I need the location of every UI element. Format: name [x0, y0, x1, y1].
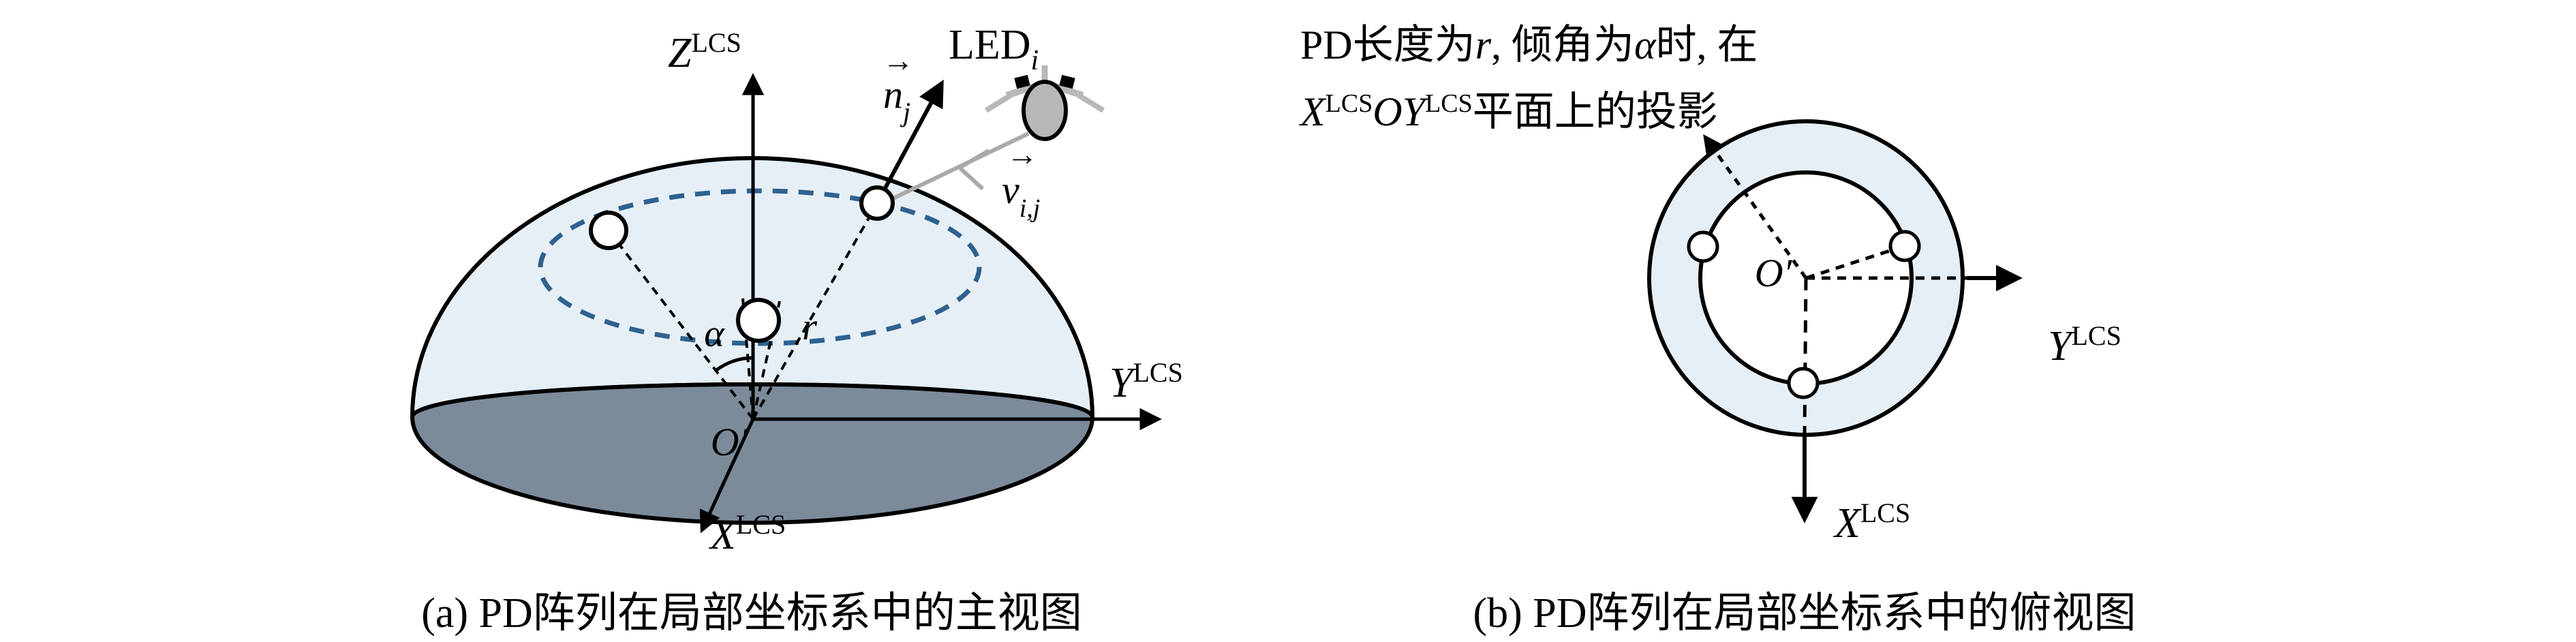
panel-a-front-view: ZLCS YLCS XLCS O′ α r LEDi → nj → vi,j (…: [410, 22, 1183, 637]
led-whisker-left: [984, 93, 1013, 113]
origin-label: O′: [711, 420, 749, 464]
incidence-vector-label: → vi,j: [1002, 137, 1040, 223]
normal-vector-symbol: nj: [883, 72, 910, 127]
pd-dot-left: [589, 211, 628, 250]
origin-top-label: O′: [1755, 251, 1793, 295]
alpha-angle-arc: [714, 356, 754, 372]
x-axis-top-label: XLCS: [1833, 498, 1910, 547]
normal-vector-label: → nj: [883, 43, 914, 127]
pd-projection-bottom: [1787, 367, 1820, 399]
pd-projection-right: [1888, 230, 1921, 262]
projection-note-line1: PD长度为r, 倾角为α时, 在: [1300, 22, 1758, 67]
projection-dashed-lines: [1703, 134, 1967, 435]
alpha-label: α: [704, 313, 725, 355]
x-axis-line: [699, 418, 755, 534]
z-axis-label: ZLCS: [668, 27, 741, 76]
pd-rod-left: [618, 243, 754, 421]
caption-b: (b) PD阵列在局部坐标系中的俯视图: [1473, 590, 2136, 637]
pd-ring-dashed-ellipse: [538, 188, 982, 346]
x-axis-dashed-segment: [1803, 277, 1808, 435]
incident-ray-chevron-arrowhead: [957, 149, 990, 191]
normal-vector-arrow: [875, 79, 944, 204]
y-axis-label: YLCS: [1109, 357, 1183, 406]
projection-upleft-dashed-arrow: [1703, 134, 1808, 279]
incident-ray: [879, 132, 1030, 207]
led-pad-left: [1014, 74, 1030, 89]
normal-vector-arrow-hat: →: [883, 43, 914, 78]
led-drawing: [984, 65, 1105, 141]
x-axis-label: XLCS: [708, 509, 786, 558]
pd-rod-right: [752, 216, 871, 420]
incidence-vector-symbol: vi,j: [1002, 168, 1040, 223]
caption-a: (a) PD阵列在局部坐标系中的主视图: [421, 590, 1082, 637]
led-body: [1022, 80, 1068, 141]
led-whisker-right: [1077, 93, 1105, 113]
pd-dot-right: [859, 185, 895, 221]
pd-length-label: r: [802, 306, 817, 348]
panel-b-top-view: O′ YLCS XLCS PD长度为r, 倾角为α时, 在 XLCSOYLCS平…: [1299, 22, 2136, 637]
led-pad-right: [1059, 74, 1075, 89]
y-axis-top-label: YLCS: [2048, 320, 2121, 369]
pd-dot-center: [736, 298, 781, 343]
projection-note-line2: XLCSOYLCS平面上的投影: [1299, 89, 1718, 134]
pd-projection-left: [1687, 230, 1719, 263]
incidence-vector-arrow-hat: →: [1007, 137, 1038, 172]
led-label: LEDi: [949, 22, 1039, 76]
